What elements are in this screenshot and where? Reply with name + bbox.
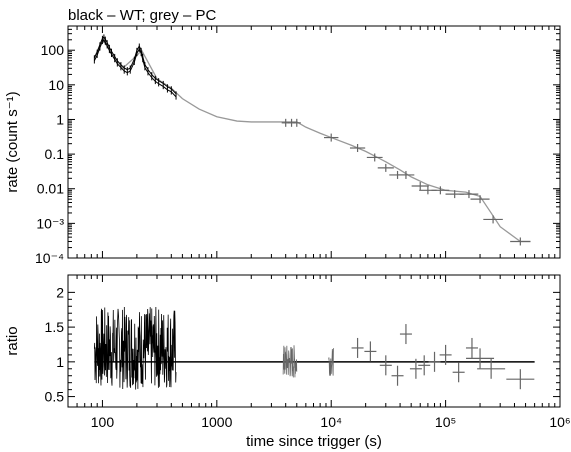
- x-tick-label: 10⁴: [320, 414, 342, 430]
- wt-curve-lower: [93, 39, 177, 98]
- y-tick-label: 0.1: [45, 146, 65, 162]
- x-tick-label: 10⁶: [549, 414, 570, 430]
- x-axis-label: time since trigger (s): [246, 433, 382, 450]
- top-plot-frame: [67, 25, 561, 259]
- y-tick-label: 0.5: [45, 389, 65, 405]
- y-tick-label: 100: [41, 42, 65, 58]
- top-chart-title: black – WT; grey – PC: [68, 7, 217, 24]
- x-tick-labels: 100 1000 10⁴ 10⁵ 10⁶: [91, 414, 571, 430]
- y-tick-label: 0.01: [37, 181, 64, 197]
- y-tick-label: 1.5: [45, 319, 65, 335]
- y-tick-label: 10: [48, 77, 64, 93]
- top-axis-ticks: [67, 25, 561, 259]
- ratio-pc-dense-trace: [282, 345, 298, 378]
- y-tick-label: 10⁻³: [36, 215, 64, 231]
- top-series-layer: [93, 34, 531, 246]
- bottom-y-tick-labels: 0.5 1 1.5 2: [45, 284, 65, 404]
- top-y-axis-label: rate (count s⁻¹): [4, 91, 21, 192]
- x-tick-label: 1000: [201, 414, 232, 430]
- ratio-pc-dense-2-trace: [328, 348, 335, 376]
- top-y-tick-labels: 10⁻⁴ 10⁻³ 0.01 0.1 1 10 100: [35, 42, 64, 266]
- bottom-y-axis-label: ratio: [4, 326, 21, 355]
- ratio-wt-trace: [93, 307, 177, 390]
- y-tick-label: 2: [56, 284, 64, 300]
- x-tick-label: 10⁵: [435, 414, 456, 430]
- y-tick-label: 1: [56, 354, 64, 370]
- y-tick-label: 10⁻⁴: [35, 250, 64, 266]
- model-curve: [93, 37, 531, 243]
- y-tick-label: 1: [56, 111, 64, 127]
- x-tick-label: 100: [91, 414, 115, 430]
- bottom-axis-ticks: [67, 275, 561, 407]
- bottom-series-layer: [93, 307, 535, 390]
